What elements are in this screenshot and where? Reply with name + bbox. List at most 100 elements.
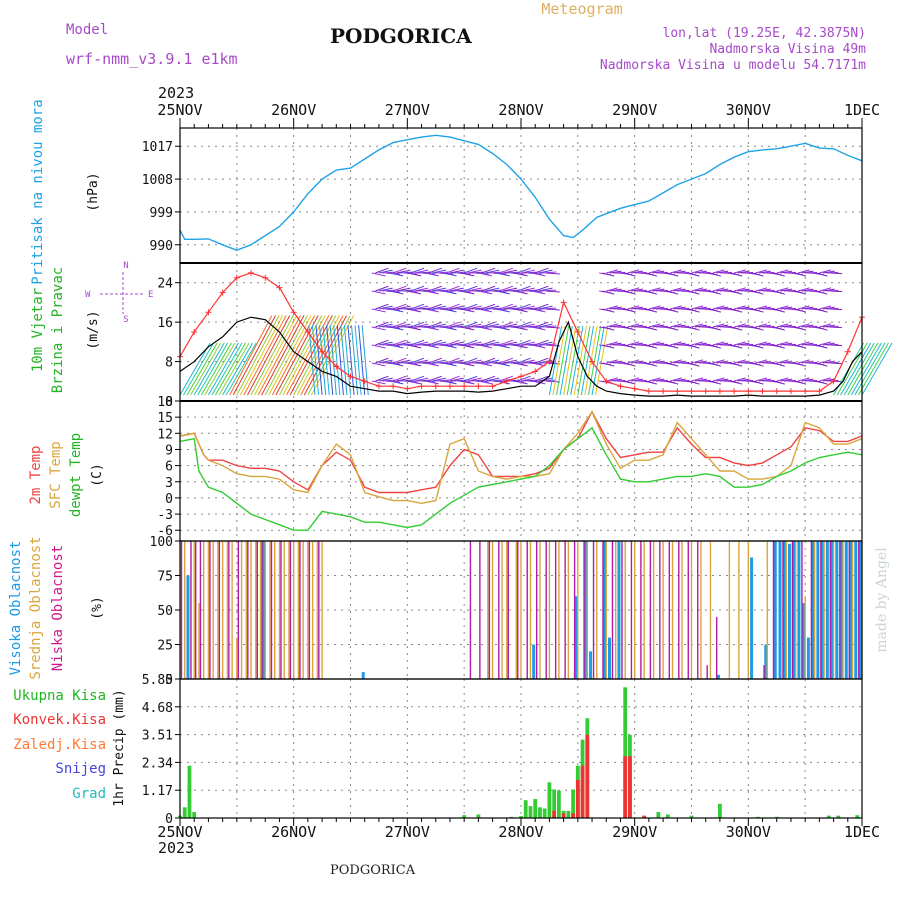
wind-arrow [467,287,482,292]
wind-arrow [819,341,832,346]
wind-arrow [730,380,743,385]
wind-arrow [609,324,622,328]
wind-arrow [535,303,549,310]
wind-arrow [712,287,725,292]
wind-arrow [513,308,528,313]
wind-arrow [609,378,622,382]
wind-arrow [687,290,700,295]
wind-arrow [566,325,580,396]
wind-arrow [481,357,496,364]
wind-arrow [268,315,312,396]
wind-arrow [538,323,553,328]
wind-arrow [186,342,218,396]
wind-arrow [499,285,514,292]
wind-arrow [694,288,707,292]
wind-arrow [193,342,225,396]
y-tick-label: 999 [150,206,173,221]
precip-bar [476,814,481,818]
wind-arrow [478,290,493,295]
wind-arrow [204,342,236,396]
y-tick-label: 16 [157,316,173,331]
wind-arrow [520,323,535,328]
wind-arrow [631,270,644,274]
wind-arrow [755,287,768,292]
wind-arrow [606,287,618,292]
wind-arrow [776,287,789,292]
wind-arrow [631,342,644,346]
y-tick-label: 0 [165,395,173,410]
wind-arrow [840,342,872,396]
wind-arrow [822,378,835,382]
low-cloud-label: Niska Oblacnost [50,545,66,671]
panel-pressure: 990 999 1008 1017 [142,127,863,264]
wind-arrow [776,269,789,274]
wind-arrow [207,342,239,396]
compass-n: N [123,261,128,271]
precip-bar [623,687,628,818]
wind-arrow [232,315,276,396]
wind-arrow [481,339,496,346]
wind-arrow [520,287,535,292]
wind-arrow [587,325,602,396]
wind-arrow [652,288,665,292]
wind-arrow [392,285,407,292]
wind-arrow [691,341,704,346]
precip-bar [689,815,694,818]
wind-arrow [446,321,460,328]
y-tick-label: 0 [165,812,173,827]
wind-arrow [407,308,422,313]
precip-bar [523,800,528,818]
wind-arrow [648,359,661,364]
wind-arrow [776,341,789,346]
dewpt-label: dewpt Temp [68,433,84,517]
wind-arrow [236,315,280,396]
wind-arrow [496,326,510,331]
wind-arrow [666,380,679,385]
wind-arrow [801,306,814,310]
wind-arrow [751,272,764,277]
wind-arrow [375,267,389,274]
wind-arrow [463,267,478,274]
wind-arrow [513,326,528,331]
precip-bar [585,734,590,818]
wind-arrow [542,379,557,382]
wind-arrow [648,377,661,382]
wind-arrow [819,323,832,328]
wind-arrow [751,308,764,313]
day-label-top: 1DEC [844,101,880,119]
wind-arrow [861,342,893,396]
wind-arrow [392,267,407,274]
wind-arrow [758,342,771,346]
wind-arrow [602,362,615,367]
y-tick-label: 0 [165,492,173,507]
precip-bar [561,813,566,818]
day-label-top: 27NOV [385,101,430,119]
wind-arrow [737,288,750,292]
wind-arrow [347,325,355,396]
wind-arrow [499,357,514,364]
wind-arrow [460,290,475,295]
precip-bar [642,815,647,818]
wind-arrow [485,377,500,382]
wind-arrow [780,306,793,310]
wind-arrow [389,272,404,277]
wind-arrow [691,323,704,328]
wind-arrow [758,288,771,292]
wind-arrow [463,357,478,364]
wind-arrow [758,306,771,310]
wind-arrow [428,321,442,328]
wind-arrow [602,272,615,277]
wind-arrow [535,375,549,382]
wind-arrow [407,290,422,295]
wind-arrow [538,287,553,292]
wind-arrow [414,287,429,292]
wind-arrow [627,341,640,346]
wind-arrow [424,308,439,313]
wind-arrow [375,375,389,382]
wind-arrow [503,305,518,310]
wind-arrow [446,357,460,364]
wind-arrow [758,378,771,382]
wind-arrow [606,323,618,328]
wind-arrow [481,375,496,382]
